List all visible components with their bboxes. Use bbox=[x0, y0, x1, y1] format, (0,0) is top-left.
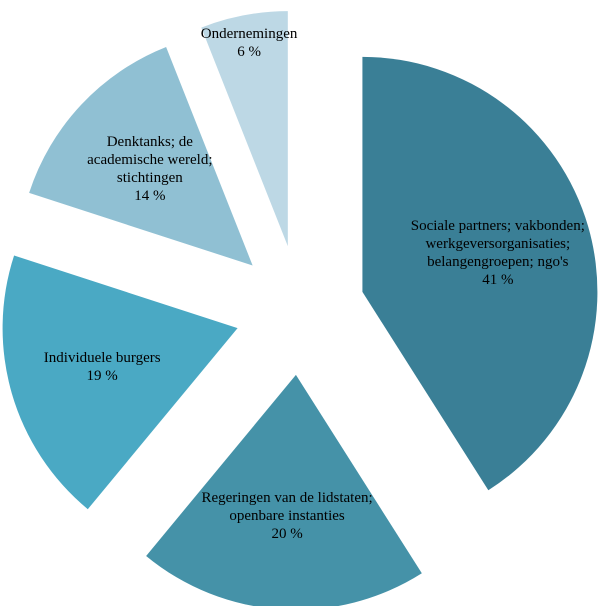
category-label: Denktanks; de academische wereld; sticht… bbox=[87, 133, 213, 186]
category-label: Sociale partners; vakbonden; werkgeverso… bbox=[410, 217, 585, 270]
slice-label-box: Individuele burgers 19 % bbox=[2, 302, 202, 432]
value-label: 19 % bbox=[86, 368, 118, 385]
value-label: 20 % bbox=[271, 525, 303, 542]
value-label: 14 % bbox=[134, 187, 166, 204]
value-label: 41 % bbox=[482, 271, 514, 288]
category-label: Individuele burgers bbox=[43, 350, 161, 367]
slice-label: Regeringen van de lidstaten; openbare in… bbox=[182, 451, 392, 581]
slice-label-box: Regeringen van de lidstaten; openbare in… bbox=[182, 451, 392, 581]
pie-slice bbox=[201, 11, 288, 247]
category-label: Ondernemingen bbox=[200, 26, 298, 42]
pie-slice bbox=[146, 374, 422, 606]
slice-label: Denktanks; de academische wereld; sticht… bbox=[75, 104, 225, 234]
slice-label: Ondernemingen 6 % bbox=[149, 0, 349, 108]
category-label: Regeringen van de lidstaten; openbare in… bbox=[201, 489, 373, 524]
pie-slice bbox=[2, 255, 238, 510]
pie-slice bbox=[29, 47, 253, 266]
value-label: 6 % bbox=[237, 44, 261, 60]
slice-label-box: Sociale partners; vakbonden; werkgeverso… bbox=[393, 188, 600, 318]
slice-label-box: Ondernemingen 6 % bbox=[149, 0, 349, 108]
slice-label-box: Denktanks; de academische wereld; sticht… bbox=[75, 104, 225, 234]
pie-slice bbox=[362, 56, 598, 491]
slice-label: Sociale partners; vakbonden; werkgeverso… bbox=[393, 188, 600, 318]
